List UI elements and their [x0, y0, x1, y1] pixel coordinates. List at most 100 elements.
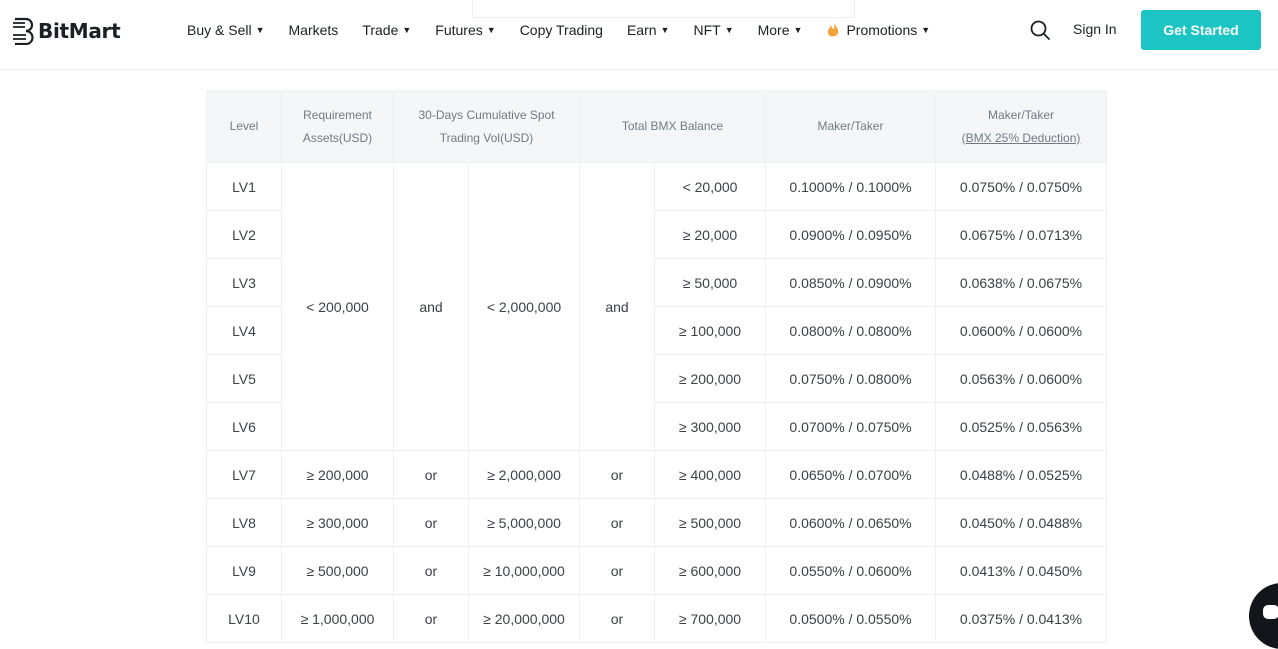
chat-button[interactable]: [1249, 583, 1278, 649]
caret-down-icon: ▼: [660, 25, 670, 35]
fee-bmx-cell: 0.0675% / 0.0713%: [935, 210, 1108, 259]
fee-level-table: Level Requirement Assets(USD) 30-Days Cu…: [206, 90, 1108, 643]
level-cell: LV1: [206, 162, 282, 211]
header-bmx-label: Total BMX Balance: [621, 119, 724, 133]
connector-cell: and: [393, 162, 469, 451]
fee-cell: 0.0750% / 0.0800%: [765, 354, 937, 403]
fee-bmx-cell: 0.0563% / 0.0600%: [935, 354, 1108, 403]
brand-name: BitMart: [38, 19, 121, 43]
header-maker-taker-bmx-line1: Maker/Taker: [988, 107, 1055, 122]
header-level-label: Level: [229, 119, 259, 133]
get-started-button[interactable]: Get Started: [1141, 10, 1261, 50]
bmx-cell: < 20,000: [653, 162, 767, 211]
level-cell: LV9: [206, 546, 282, 595]
level-cell: LV5: [206, 354, 282, 403]
menu-label: Markets: [288, 22, 339, 38]
menu-futures[interactable]: Futures ▼: [435, 22, 495, 38]
header-requirement: Requirement Assets(USD): [281, 90, 394, 163]
caret-down-icon: ▼: [793, 25, 803, 35]
menu-nft[interactable]: NFT ▼: [693, 22, 733, 38]
menu-label: More: [757, 22, 790, 38]
menu-trade[interactable]: Trade ▼: [362, 22, 411, 38]
main-menu: Buy & Sell ▼ Markets Trade ▼ Futures ▼ C…: [187, 0, 954, 60]
header-bmx-balance: Total BMX Balance: [578, 90, 767, 163]
header-volume-line1: 30-Days Cumulative Spot: [418, 107, 555, 122]
header-maker-taker: Maker/Taker: [765, 90, 937, 163]
fee-cell: 0.0900% / 0.0950%: [765, 210, 937, 259]
assets-cell: ≥ 200,000: [281, 450, 394, 499]
bmx-cell: ≥ 50,000: [653, 258, 767, 307]
table-row: LV1 < 200,000 and < 2,000,000 and < 20,0…: [206, 162, 1108, 451]
connector-cell: or: [579, 594, 655, 643]
bmx-cell: ≥ 600,000: [653, 546, 767, 595]
bmx-cell: ≥ 300,000: [653, 402, 767, 451]
volume-cell: < 2,000,000: [468, 162, 580, 451]
fee-cell: 0.0550% / 0.0600%: [765, 546, 937, 595]
volume-cell: ≥ 5,000,000: [468, 498, 580, 547]
table-row: LV5 ≥ 200,000 0.0750% / 0.0800% 0.0563% …: [206, 354, 1108, 403]
connector-cell: and: [579, 162, 655, 451]
menu-copy-trading[interactable]: Copy Trading: [520, 22, 603, 38]
fee-bmx-cell: 0.0450% / 0.0488%: [935, 498, 1108, 547]
table-row: LV2 ≥ 20,000 0.0900% / 0.0950% 0.0675% /…: [206, 210, 1108, 259]
fee-cell: 0.0650% / 0.0700%: [765, 450, 937, 499]
bmx-cell: ≥ 100,000: [653, 306, 767, 355]
caret-down-icon: ▼: [486, 25, 496, 35]
bmx-cell: ≥ 700,000: [653, 594, 767, 643]
assets-cell: ≥ 500,000: [281, 546, 394, 595]
level-cell: LV2: [206, 210, 282, 259]
bmx-cell: ≥ 20,000: [653, 210, 767, 259]
level-cell: LV10: [206, 594, 282, 643]
fee-bmx-cell: 0.0413% / 0.0450%: [935, 546, 1108, 595]
header-level: Level: [206, 90, 282, 163]
table-row: LV7 ≥ 200,000 or ≥ 2,000,000 or ≥ 400,00…: [206, 450, 1108, 499]
assets-cell: ≥ 300,000: [281, 498, 394, 547]
connector-cell: or: [579, 546, 655, 595]
fee-bmx-cell: 0.0375% / 0.0413%: [935, 594, 1108, 643]
fee-cell: 0.0500% / 0.0550%: [765, 594, 937, 643]
fee-cell: 0.0800% / 0.0800%: [765, 306, 937, 355]
bmx-deduction-link[interactable]: (BMX 25% Deduction): [961, 130, 1081, 145]
bitmart-logo[interactable]: BitMart: [12, 17, 121, 45]
volume-cell: ≥ 2,000,000: [468, 450, 580, 499]
menu-promotions[interactable]: Promotions ▼: [826, 22, 930, 38]
fee-bmx-cell: 0.0488% / 0.0525%: [935, 450, 1108, 499]
connector-cell: or: [393, 450, 469, 499]
caret-down-icon: ▼: [255, 25, 265, 35]
menu-markets[interactable]: Markets: [289, 22, 339, 38]
header-maker-taker-bmx: Maker/Taker (BMX 25% Deduction): [935, 90, 1108, 163]
menu-label: Futures: [435, 22, 483, 38]
menu-label: Buy & Sell: [187, 22, 252, 38]
connector-cell: or: [393, 594, 469, 643]
fee-cell: 0.1000% / 0.1000%: [765, 162, 937, 211]
bmx-cell: ≥ 200,000: [653, 354, 767, 403]
table-row: LV8 ≥ 300,000 or ≥ 5,000,000 or ≥ 500,00…: [206, 498, 1108, 547]
connector-cell: or: [393, 546, 469, 595]
menu-label: Promotions: [846, 22, 918, 38]
menu-label: Trade: [362, 22, 399, 38]
header-volume-line2: Trading Vol(USD): [439, 130, 534, 145]
caret-down-icon: ▼: [921, 25, 931, 35]
table-header-row: Level Requirement Assets(USD) 30-Days Cu…: [206, 90, 1108, 163]
fee-bmx-cell: 0.0750% / 0.0750%: [935, 162, 1108, 211]
assets-cell: ≥ 1,000,000: [281, 594, 394, 643]
table-row: LV9 ≥ 500,000 or ≥ 10,000,000 or ≥ 600,0…: [206, 546, 1108, 595]
volume-cell: ≥ 10,000,000: [468, 546, 580, 595]
connector-cell: or: [579, 450, 655, 499]
menu-earn[interactable]: Earn ▼: [627, 22, 670, 38]
connector-cell: or: [393, 498, 469, 547]
assets-cell: < 200,000: [281, 162, 394, 451]
header-requirement-line2: Assets(USD): [302, 130, 373, 145]
level-cell: LV4: [206, 306, 282, 355]
menu-buy-sell[interactable]: Buy & Sell ▼: [187, 22, 265, 38]
menu-more[interactable]: More ▼: [758, 22, 803, 38]
sign-in-link[interactable]: Sign In: [1073, 21, 1117, 37]
menu-label: Earn: [626, 22, 657, 38]
chat-icon: [1263, 605, 1278, 619]
header-requirement-line1: Requirement: [303, 107, 372, 122]
table-row: LV3 ≥ 50,000 0.0850% / 0.0900% 0.0638% /…: [206, 258, 1108, 307]
search-icon[interactable]: [1029, 19, 1051, 41]
menu-label: NFT: [693, 22, 721, 38]
faded-search-field: [472, 0, 855, 18]
fee-cell: 0.0850% / 0.0900%: [765, 258, 937, 307]
